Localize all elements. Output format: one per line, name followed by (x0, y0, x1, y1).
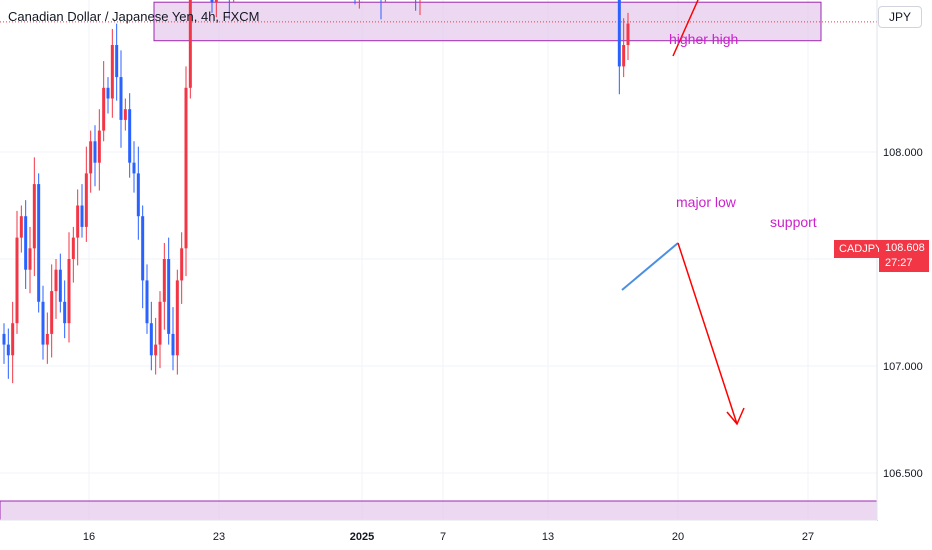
candle-body (102, 87, 106, 131)
projected-down-arrowhead (726, 407, 745, 426)
candle-body (45, 333, 49, 345)
x-tick-label: 2025 (350, 531, 374, 543)
candle-body (106, 87, 110, 99)
drawings-layer (621, 0, 745, 426)
projection-line (621, 242, 679, 291)
zones-layer (0, 1, 878, 521)
candle-body (145, 280, 149, 324)
candle-body (58, 269, 62, 302)
candle-body (6, 344, 10, 356)
x-tick-label: 13 (542, 531, 554, 543)
candle-body (141, 216, 145, 281)
x-tick-label: 23 (213, 531, 225, 543)
candle-body (188, 0, 192, 88)
x-tick-label: 7 (440, 531, 446, 543)
candle-body (622, 45, 626, 67)
candle-body (214, 0, 218, 3)
candle-body (2, 333, 6, 345)
x-tick-label: 20 (672, 531, 684, 543)
x-tick-label: 16 (83, 531, 95, 543)
candle-body (67, 259, 71, 324)
candle-body (24, 216, 28, 270)
candle-body (80, 205, 84, 227)
candle-body (123, 109, 127, 120)
chart-title: Canadian Dollar / Japanese Yen, 4h, FXCM (8, 9, 260, 24)
candle-body (11, 323, 15, 356)
candle-body (180, 248, 184, 281)
candle-body (63, 301, 67, 324)
candle-body (15, 237, 19, 324)
candles-layer (2, 0, 630, 384)
candle-body (162, 259, 166, 302)
candle-body (184, 87, 188, 249)
candle-body (132, 162, 136, 174)
higher-high-arrow (672, 0, 699, 57)
candle-body (154, 344, 158, 356)
candle-body (136, 173, 140, 217)
symbol-tag: CADJPY (834, 240, 888, 258)
candle-body (28, 248, 32, 270)
annotation-support: support (770, 214, 817, 230)
annotation-major-low: major low (676, 194, 736, 210)
candle-body (110, 45, 114, 99)
y-tick-label: 108.000 (883, 147, 923, 159)
bar-countdown: 27:27 (885, 257, 913, 269)
candle-body (54, 269, 58, 292)
candle-body (50, 291, 54, 334)
candle-body (158, 301, 162, 345)
candle-body (84, 173, 88, 227)
candle-body (32, 184, 36, 249)
x-tick-label: 27 (802, 531, 814, 543)
candle-body (41, 301, 45, 345)
x-axis-labels: 16 23 2025 7 13 20 27 (83, 531, 814, 543)
candle-body (617, 0, 621, 67)
candle-body (71, 237, 75, 259)
candle-body (626, 23, 630, 45)
chart-grid (0, 0, 877, 520)
price-tag: 108.608 27:27 (879, 240, 929, 272)
zone-support (153, 1, 822, 42)
candle-body (89, 141, 93, 174)
currency-selector[interactable]: JPY (878, 6, 922, 28)
candle-body (210, 0, 214, 3)
last-price-value: 108.608 (885, 242, 925, 254)
annotation-higher-high: higher high (669, 31, 739, 47)
zone-bottom-band (0, 500, 878, 521)
candle-body (128, 109, 132, 163)
candle-body (171, 333, 175, 356)
candle-body (175, 280, 179, 356)
projected-down-arrow (677, 242, 738, 425)
candle-body (149, 323, 153, 356)
candle-body (19, 216, 23, 238)
axes-layer (0, 0, 878, 521)
candle-body (37, 184, 41, 302)
y-tick-label: 106.500 (883, 468, 923, 480)
y-tick-label: 107.000 (883, 361, 923, 373)
candle-body (93, 141, 97, 163)
candle-body (119, 77, 123, 120)
candle-body (167, 259, 171, 334)
candle-body (76, 205, 80, 238)
candle-body (97, 130, 101, 163)
candle-body (115, 45, 119, 78)
